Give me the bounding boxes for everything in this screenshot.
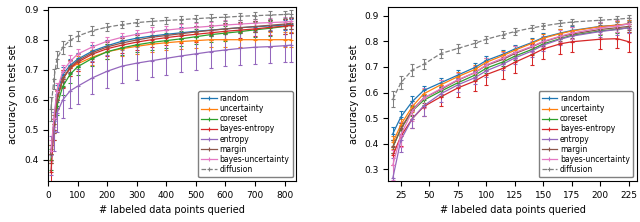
Y-axis label: accuracy on test set: accuracy on test set	[8, 44, 19, 144]
Legend: random, uncertainty, coreset, bayes-entropy, entropy, margin, bayes-uncertainty,: random, uncertainty, coreset, bayes-entr…	[198, 91, 292, 177]
Y-axis label: accuracy on test set: accuracy on test set	[349, 44, 358, 144]
X-axis label: # labeled data points queried: # labeled data points queried	[440, 205, 586, 215]
Legend: random, uncertainty, coreset, bayes-entropy, entropy, margin, bayes-uncertainty,: random, uncertainty, coreset, bayes-entr…	[539, 91, 633, 177]
X-axis label: # labeled data points queried: # labeled data points queried	[99, 205, 245, 215]
